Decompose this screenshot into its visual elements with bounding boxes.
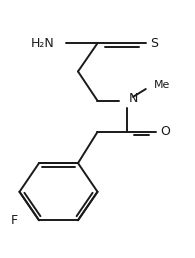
Text: H₂N: H₂N <box>31 37 55 50</box>
Text: S: S <box>150 37 158 50</box>
Text: N: N <box>129 92 138 105</box>
Text: O: O <box>160 125 170 139</box>
Text: Me: Me <box>154 80 170 90</box>
Text: F: F <box>10 214 18 227</box>
